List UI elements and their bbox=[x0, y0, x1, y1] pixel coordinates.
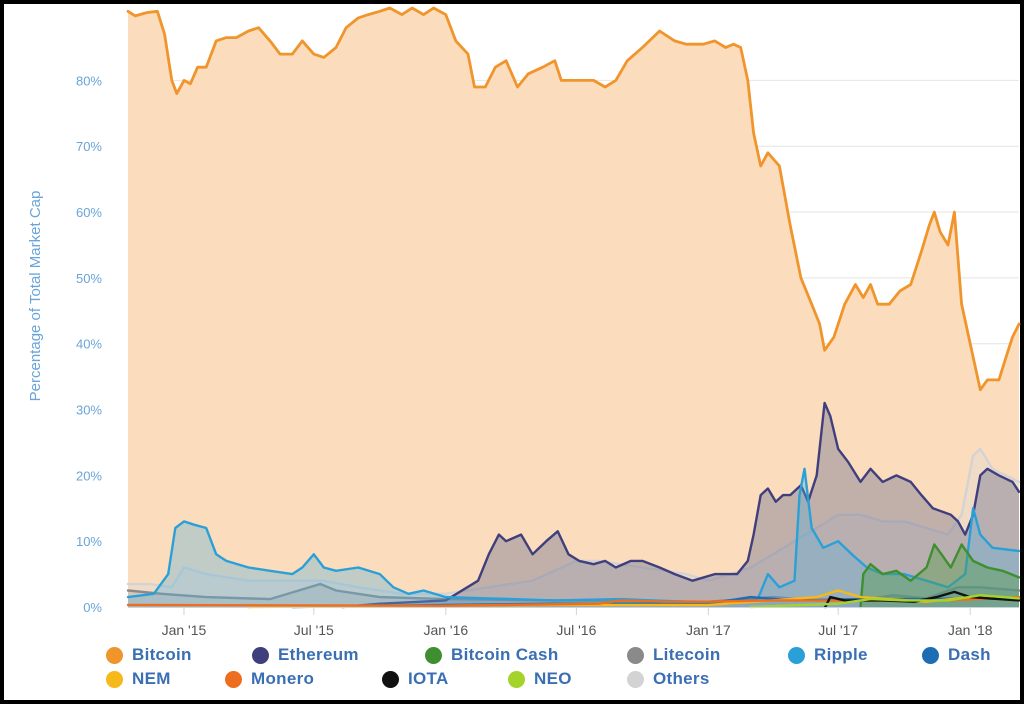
y-tick-label: 50% bbox=[76, 271, 102, 286]
legend-label-others: Others bbox=[653, 669, 710, 688]
y-tick-label: 0% bbox=[83, 600, 102, 615]
legend-label-litecoin: Litecoin bbox=[653, 645, 721, 664]
legend-marker-iota bbox=[382, 670, 399, 688]
x-tick-label: Jan '18 bbox=[948, 622, 993, 638]
legend-item-neo[interactable]: NEO bbox=[508, 667, 572, 691]
legend-label-iota: IOTA bbox=[408, 669, 449, 688]
y-axis-title: Percentage of Total Market Cap bbox=[27, 191, 44, 402]
legend-label-bitcoin: Bitcoin bbox=[132, 645, 192, 664]
series-area-bitcoin bbox=[128, 8, 1019, 607]
legend-marker-monero bbox=[225, 670, 242, 688]
legend-item-ripple[interactable]: Ripple bbox=[788, 643, 868, 667]
series-line-neo bbox=[749, 594, 1021, 609]
legend-label-dash: Dash bbox=[948, 645, 991, 664]
legend-item-litecoin[interactable]: Litecoin bbox=[627, 643, 721, 667]
x-tick-label: Jul '17 bbox=[818, 622, 858, 638]
y-tick-label: 20% bbox=[76, 468, 102, 483]
x-tick-label: Jul '16 bbox=[556, 622, 596, 638]
legend-marker-others bbox=[627, 670, 644, 688]
legend-item-nem[interactable]: NEM bbox=[106, 667, 171, 691]
legend-label-nem: NEM bbox=[132, 669, 171, 688]
x-tick-label: Jul '15 bbox=[294, 622, 334, 638]
series-line-ripple bbox=[126, 467, 1021, 605]
legend-row-1: Bitcoin Ethereum Bitcoin Cash Litecoin R… bbox=[100, 643, 1020, 667]
legend-item-bitcoin-cash[interactable]: Bitcoin Cash bbox=[425, 643, 559, 667]
legend-marker-nem bbox=[106, 670, 123, 688]
legend-label-ripple: Ripple bbox=[814, 645, 868, 664]
legend-row-2: NEM Monero IOTA NEO Others bbox=[100, 667, 1020, 691]
y-tick-label: 70% bbox=[76, 139, 102, 154]
legend-marker-bitcoin-cash bbox=[425, 646, 442, 664]
series-line-others bbox=[126, 447, 1021, 595]
legend-label-ethereum: Ethereum bbox=[278, 645, 359, 664]
legend-item-iota[interactable]: IOTA bbox=[382, 667, 449, 691]
y-tick-label: 40% bbox=[76, 337, 102, 352]
series-area-ripple bbox=[128, 468, 1019, 607]
legend-item-others[interactable]: Others bbox=[627, 667, 710, 691]
y-tick-label: 80% bbox=[76, 73, 102, 88]
legend-item-ethereum[interactable]: Ethereum bbox=[252, 643, 359, 667]
legend-marker-neo bbox=[508, 670, 525, 688]
series-line-bitcoin bbox=[126, 6, 1021, 392]
y-tick-label: 60% bbox=[76, 205, 102, 220]
legend-label-neo: NEO bbox=[534, 669, 572, 688]
legend: Bitcoin Ethereum Bitcoin Cash Litecoin R… bbox=[100, 643, 1020, 691]
legend-item-bitcoin[interactable]: Bitcoin bbox=[106, 643, 192, 667]
series-line-bitcoin-cash bbox=[859, 543, 1021, 609]
y-tick-label: 30% bbox=[76, 403, 102, 418]
legend-label-bitcoin-cash: Bitcoin Cash bbox=[451, 645, 559, 664]
legend-marker-bitcoin bbox=[106, 646, 123, 664]
series-area-bitcoin-cash bbox=[860, 544, 1019, 607]
legend-label-monero: Monero bbox=[251, 669, 315, 688]
legend-marker-ripple bbox=[788, 646, 805, 664]
legend-marker-ethereum bbox=[252, 646, 269, 664]
legend-item-dash[interactable]: Dash bbox=[922, 643, 991, 667]
series-area-ethereum bbox=[342, 402, 1019, 607]
legend-marker-litecoin bbox=[627, 646, 644, 664]
series-line-ethereum bbox=[341, 401, 1021, 609]
x-tick-label: Jan '17 bbox=[686, 622, 731, 638]
x-tick-label: Jan '15 bbox=[162, 622, 207, 638]
legend-marker-dash bbox=[922, 646, 939, 664]
legend-item-monero[interactable]: Monero bbox=[225, 667, 314, 691]
y-tick-label: 10% bbox=[76, 534, 102, 549]
series-line-iota bbox=[824, 590, 1021, 609]
x-tick-label: Jan '16 bbox=[423, 622, 468, 638]
